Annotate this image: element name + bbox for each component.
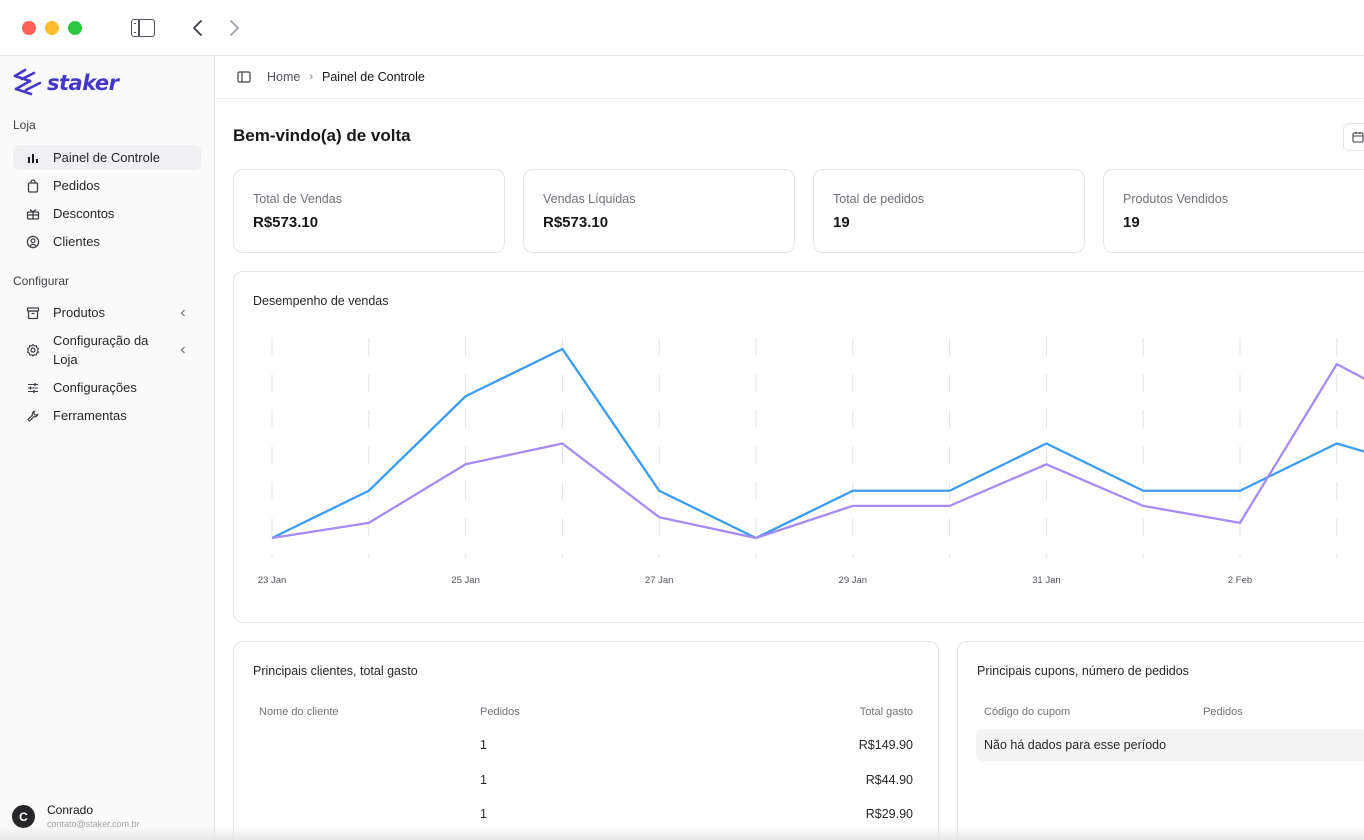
empty-state-message: Não há dados para esse período — [976, 729, 1364, 761]
x-tick-label: 29 Jan — [839, 575, 868, 586]
staker-logo-icon — [13, 68, 42, 96]
gear-icon — [25, 342, 41, 358]
top-coupons-title: Principais cupons, número de pedidos — [977, 664, 1189, 678]
column-header-orders: Pedidos — [480, 706, 520, 718]
series-line-1 — [271, 347, 1364, 540]
user-circle-icon — [25, 234, 41, 250]
close-window-button[interactable] — [22, 21, 36, 35]
sidebar-item-label: Ferramentas — [53, 408, 127, 423]
user-email: contato@staker.com.br — [47, 819, 140, 829]
customer-orders: 1 — [480, 807, 487, 821]
sidebar-item-label: Clientes — [53, 234, 100, 249]
top-customers-card: Principais clientes, total gasto Nome do… — [233, 641, 939, 840]
date-range-button[interactable] — [1343, 123, 1364, 151]
sidebar-item-configuracoes[interactable]: Configurações — [13, 375, 201, 400]
breadcrumb-separator: › — [309, 71, 314, 83]
avatar: C — [12, 805, 35, 828]
sidebar-item-label: Descontos — [53, 206, 115, 221]
zoom-window-button[interactable] — [68, 21, 82, 35]
toggle-sidebar-icon[interactable] — [131, 19, 155, 37]
chevron-left-icon[interactable] — [179, 345, 187, 355]
customer-orders: 1 — [480, 773, 487, 787]
chevron-left-icon[interactable] — [179, 308, 187, 318]
stat-label: Produtos Vendidos — [1123, 192, 1228, 206]
sliders-icon — [25, 380, 41, 396]
stat-value: 19 — [1123, 214, 1140, 231]
column-header-orders: Pedidos — [1203, 706, 1243, 718]
group-label-loja: Loja — [13, 118, 36, 132]
column-header-coupon-code: Código do cupom — [984, 706, 1071, 718]
column-header-total: Total gasto — [859, 706, 913, 718]
brand-logo[interactable]: staker — [12, 66, 119, 100]
sidebar-item-descontos[interactable]: Descontos — [13, 201, 201, 226]
sales-chart-card: Desempenho de vendas 23 Jan 25 Jan 27 Jan 2… — [233, 271, 1364, 623]
user-name: Conrado — [47, 803, 94, 817]
sidebar-item-pedidos[interactable]: Pedidos — [13, 173, 201, 198]
bar-chart-icon — [25, 150, 41, 166]
x-tick-label: 25 Jan — [451, 575, 480, 586]
forward-arrow-icon[interactable] — [224, 14, 244, 42]
sidebar-item-configuracao-da-loja[interactable]: Configuração da Loja — [13, 330, 201, 370]
wrench-icon — [25, 408, 41, 424]
sidebar-item-label: Produtos — [53, 305, 106, 320]
group-label-configurar: Configurar — [13, 274, 70, 288]
panel-toggle-icon[interactable] — [237, 70, 251, 84]
page-title: Bem-vindo(a) de volta — [233, 126, 411, 145]
customer-total: R$29.90 — [865, 807, 913, 821]
stat-card-produtos-vendidos: Produtos Vendidos 19 — [1103, 169, 1364, 253]
archive-icon — [25, 305, 41, 321]
customer-total: R$149.90 — [858, 738, 913, 752]
breadcrumb: Home › Painel de Controle — [215, 56, 1364, 99]
customer-orders: 1 — [480, 738, 487, 752]
stat-label: Vendas Líquidas — [543, 192, 636, 206]
stat-value: 19 — [833, 214, 850, 231]
ticket-icon — [25, 206, 41, 222]
stat-card-vendas-liquidas: Vendas Líquidas R$573.10 — [523, 169, 795, 253]
shopping-bag-icon — [25, 178, 41, 194]
sidebar-item-produtos[interactable]: Produtos — [13, 300, 201, 325]
chart-title: Desempenho de vendas — [253, 294, 389, 308]
column-header-customer: Nome do cliente — [259, 706, 339, 718]
breadcrumb-current: Painel de Controle — [322, 70, 425, 84]
stat-card-total-vendas: Total de Vendas R$573.10 — [233, 169, 505, 253]
calendar-icon — [1352, 132, 1364, 143]
stat-value: R$573.10 — [543, 214, 609, 231]
sidebar: staker Loja Painel de Controle Pedidos D… — [0, 56, 215, 840]
main-content: Home › Painel de Controle Bem-vindo(a) d… — [215, 56, 1364, 840]
x-tick-label: 27 Jan — [645, 575, 674, 586]
stat-label: Total de pedidos — [833, 192, 925, 206]
sales-line-chart: 23 Jan 25 Jan 27 Jan 29 Jan 31 Jan 2 Feb — [258, 338, 1364, 586]
sidebar-item-label: Pedidos — [53, 178, 100, 193]
top-customers-title: Principais clientes, total gasto — [253, 664, 418, 678]
back-arrow-icon[interactable] — [188, 14, 208, 42]
stat-label: Total de Vendas — [253, 192, 342, 206]
top-coupons-card: Principais cupons, número de pedidos Cód… — [957, 641, 1364, 840]
breadcrumb-home-link[interactable]: Home — [267, 70, 301, 84]
series-line-2 — [271, 362, 1364, 540]
sidebar-item-ferramentas[interactable]: Ferramentas — [13, 403, 201, 428]
x-tick-label: 2 Feb — [1228, 575, 1252, 586]
sidebar-item-label: Configuração da Loja — [53, 333, 149, 367]
stat-value: R$573.10 — [253, 214, 319, 231]
sidebar-item-clientes[interactable]: Clientes — [13, 229, 201, 254]
title-bar — [0, 0, 1364, 56]
sidebar-item-label: Painel de Controle — [53, 150, 160, 165]
minimize-window-button[interactable] — [45, 21, 59, 35]
sidebar-item-label: Configurações — [53, 380, 137, 395]
x-tick-label: 31 Jan — [1032, 575, 1061, 586]
brand-name: staker — [47, 71, 119, 95]
x-tick-label: 23 Jan — [258, 575, 287, 586]
stat-card-total-pedidos: Total de pedidos 19 — [813, 169, 1085, 253]
customer-total: R$44.90 — [865, 773, 913, 787]
sidebar-item-painel-de-controle[interactable]: Painel de Controle — [13, 145, 201, 170]
user-profile[interactable]: C Conrado contato@staker.com.br — [12, 803, 140, 830]
